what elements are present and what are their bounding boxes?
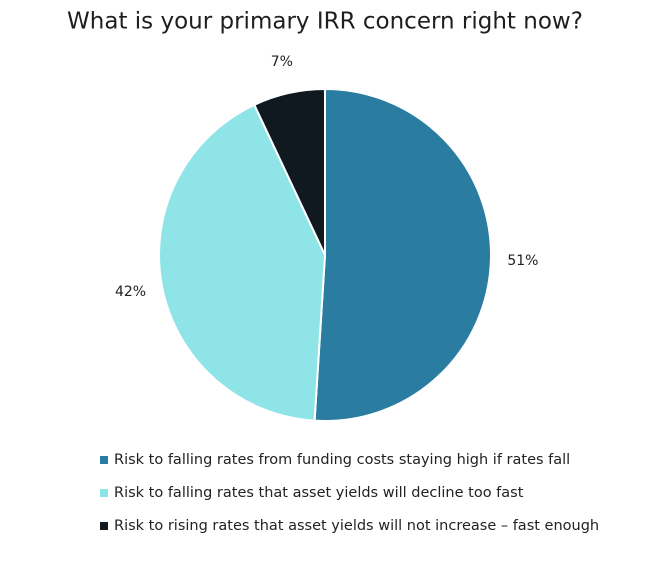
legend-swatch <box>100 456 108 464</box>
legend-label: Risk to rising rates that asset yields w… <box>114 518 599 534</box>
chart-title: What is your primary IRR concern right n… <box>67 9 583 35</box>
legend-label: Risk to falling rates from funding costs… <box>114 452 570 468</box>
data-label: 42% <box>115 284 146 300</box>
pie-slice <box>252 87 326 256</box>
data-label: 51% <box>507 253 538 269</box>
legend-swatch <box>100 522 108 530</box>
pie-slice <box>158 103 327 422</box>
data-label: 7% <box>271 54 293 70</box>
legend-label: Risk to falling rates that asset yields … <box>114 485 524 501</box>
legend-swatch <box>100 489 108 497</box>
pie-slice <box>313 87 492 422</box>
